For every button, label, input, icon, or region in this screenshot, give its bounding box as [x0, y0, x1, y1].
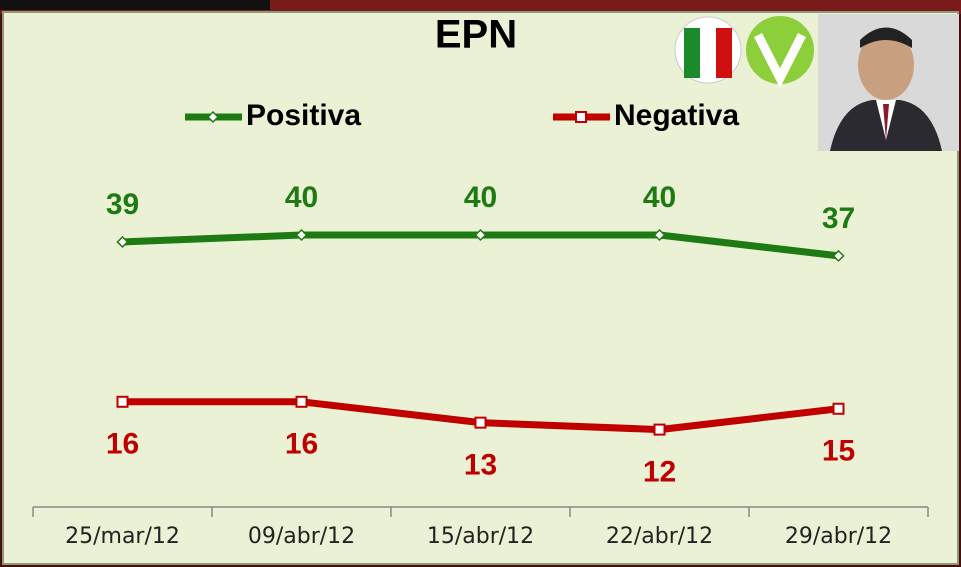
chart-title: EPN	[435, 13, 517, 57]
point	[834, 404, 844, 414]
point	[655, 425, 665, 435]
value-label: 12	[643, 456, 676, 489]
value-label: 37	[822, 202, 855, 235]
value-label: 39	[106, 188, 139, 221]
page: {"chart_data":{"type":"line","title":"EP…	[0, 0, 961, 567]
value-label: 40	[464, 181, 497, 214]
value-label: 40	[643, 181, 676, 214]
candidate-photo	[818, 14, 959, 151]
value-label: 13	[464, 449, 497, 482]
x-tick-label: 09/abr/12	[248, 524, 355, 549]
x-tick-label: 25/mar/12	[65, 524, 180, 549]
point	[297, 397, 307, 407]
x-tick-label: 29/abr/12	[785, 524, 892, 549]
point	[576, 112, 586, 122]
value-label: 16	[285, 428, 318, 461]
value-label: 15	[822, 435, 855, 468]
x-tick-label: 15/abr/12	[427, 524, 534, 549]
chart: EPN 25/mar/12 09/abr/12 15/abr/12 22/abr/12…	[0, 0, 961, 567]
x-tick-label: 22/abr/12	[606, 524, 713, 549]
point	[476, 418, 486, 428]
legend-label: Negativa	[614, 99, 739, 132]
value-label: 40	[285, 181, 318, 214]
legend-label: Positiva	[246, 99, 361, 132]
point	[118, 397, 128, 407]
value-label: 16	[106, 428, 139, 461]
top-corner	[0, 0, 270, 10]
